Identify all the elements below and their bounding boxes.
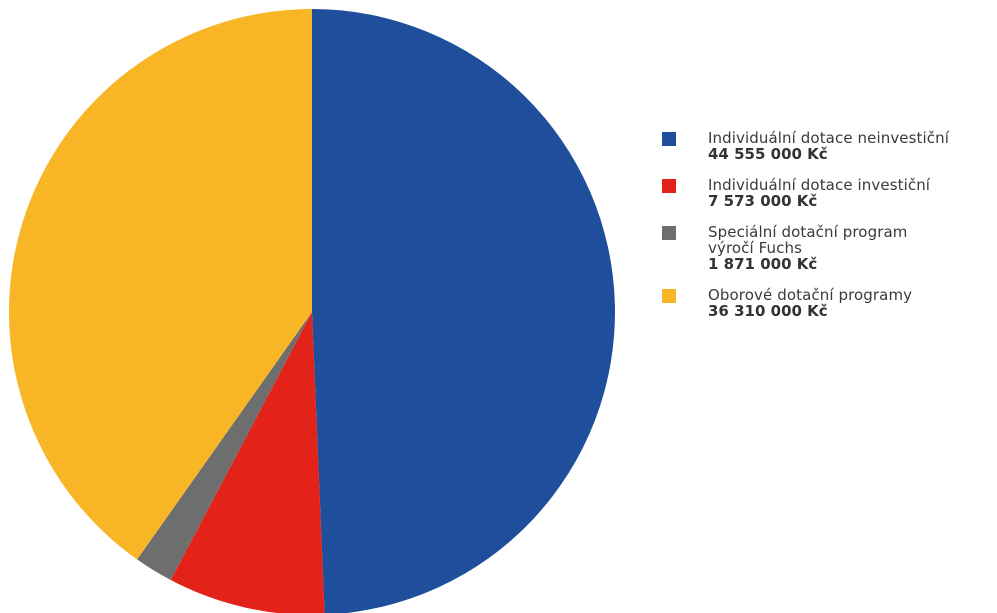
legend-swatch bbox=[662, 226, 676, 240]
legend-swatch bbox=[662, 289, 676, 303]
legend-label: Individuální dotace neinvestiční bbox=[708, 129, 950, 147]
legend-text: Individuální dotace neinvestiční 44 555 … bbox=[708, 130, 949, 162]
legend-item-fuchs: Speciální dotační program výročí Fuchs 1… bbox=[662, 224, 992, 272]
pie-slice-3 bbox=[137, 312, 312, 581]
legend-swatch bbox=[662, 132, 676, 146]
pie-slices bbox=[8, 9, 615, 613]
pie-slice-4 bbox=[8, 9, 312, 560]
legend-label: Oborové dotační programy bbox=[708, 286, 913, 304]
legend-text: Individuální dotace investiční 7 573 000… bbox=[708, 177, 930, 209]
legend-item-oborove: Oborové dotační programy 36 310 000 Kč bbox=[662, 287, 992, 319]
legend-text: Speciální dotační program výročí Fuchs 1… bbox=[708, 224, 907, 272]
legend-value: 36 310 000 Kč bbox=[708, 302, 828, 320]
legend-text: Oborové dotační programy 36 310 000 Kč bbox=[708, 287, 912, 319]
legend-item-neinvesticni: Individuální dotace neinvestiční 44 555 … bbox=[662, 130, 992, 162]
legend-swatch bbox=[662, 179, 676, 193]
legend-label: Speciální dotační program výročí Fuchs bbox=[708, 223, 908, 257]
pie-slice-2 bbox=[170, 312, 325, 613]
legend-value: 7 573 000 Kč bbox=[708, 192, 818, 210]
legend-value: 44 555 000 Kč bbox=[708, 145, 828, 163]
legend: Individuální dotace neinvestiční 44 555 … bbox=[662, 130, 992, 334]
pie-slice-1 bbox=[312, 9, 615, 613]
legend-label: Individuální dotace investiční bbox=[708, 176, 931, 194]
legend-item-investicni: Individuální dotace investiční 7 573 000… bbox=[662, 177, 992, 209]
legend-value: 1 871 000 Kč bbox=[708, 255, 818, 273]
